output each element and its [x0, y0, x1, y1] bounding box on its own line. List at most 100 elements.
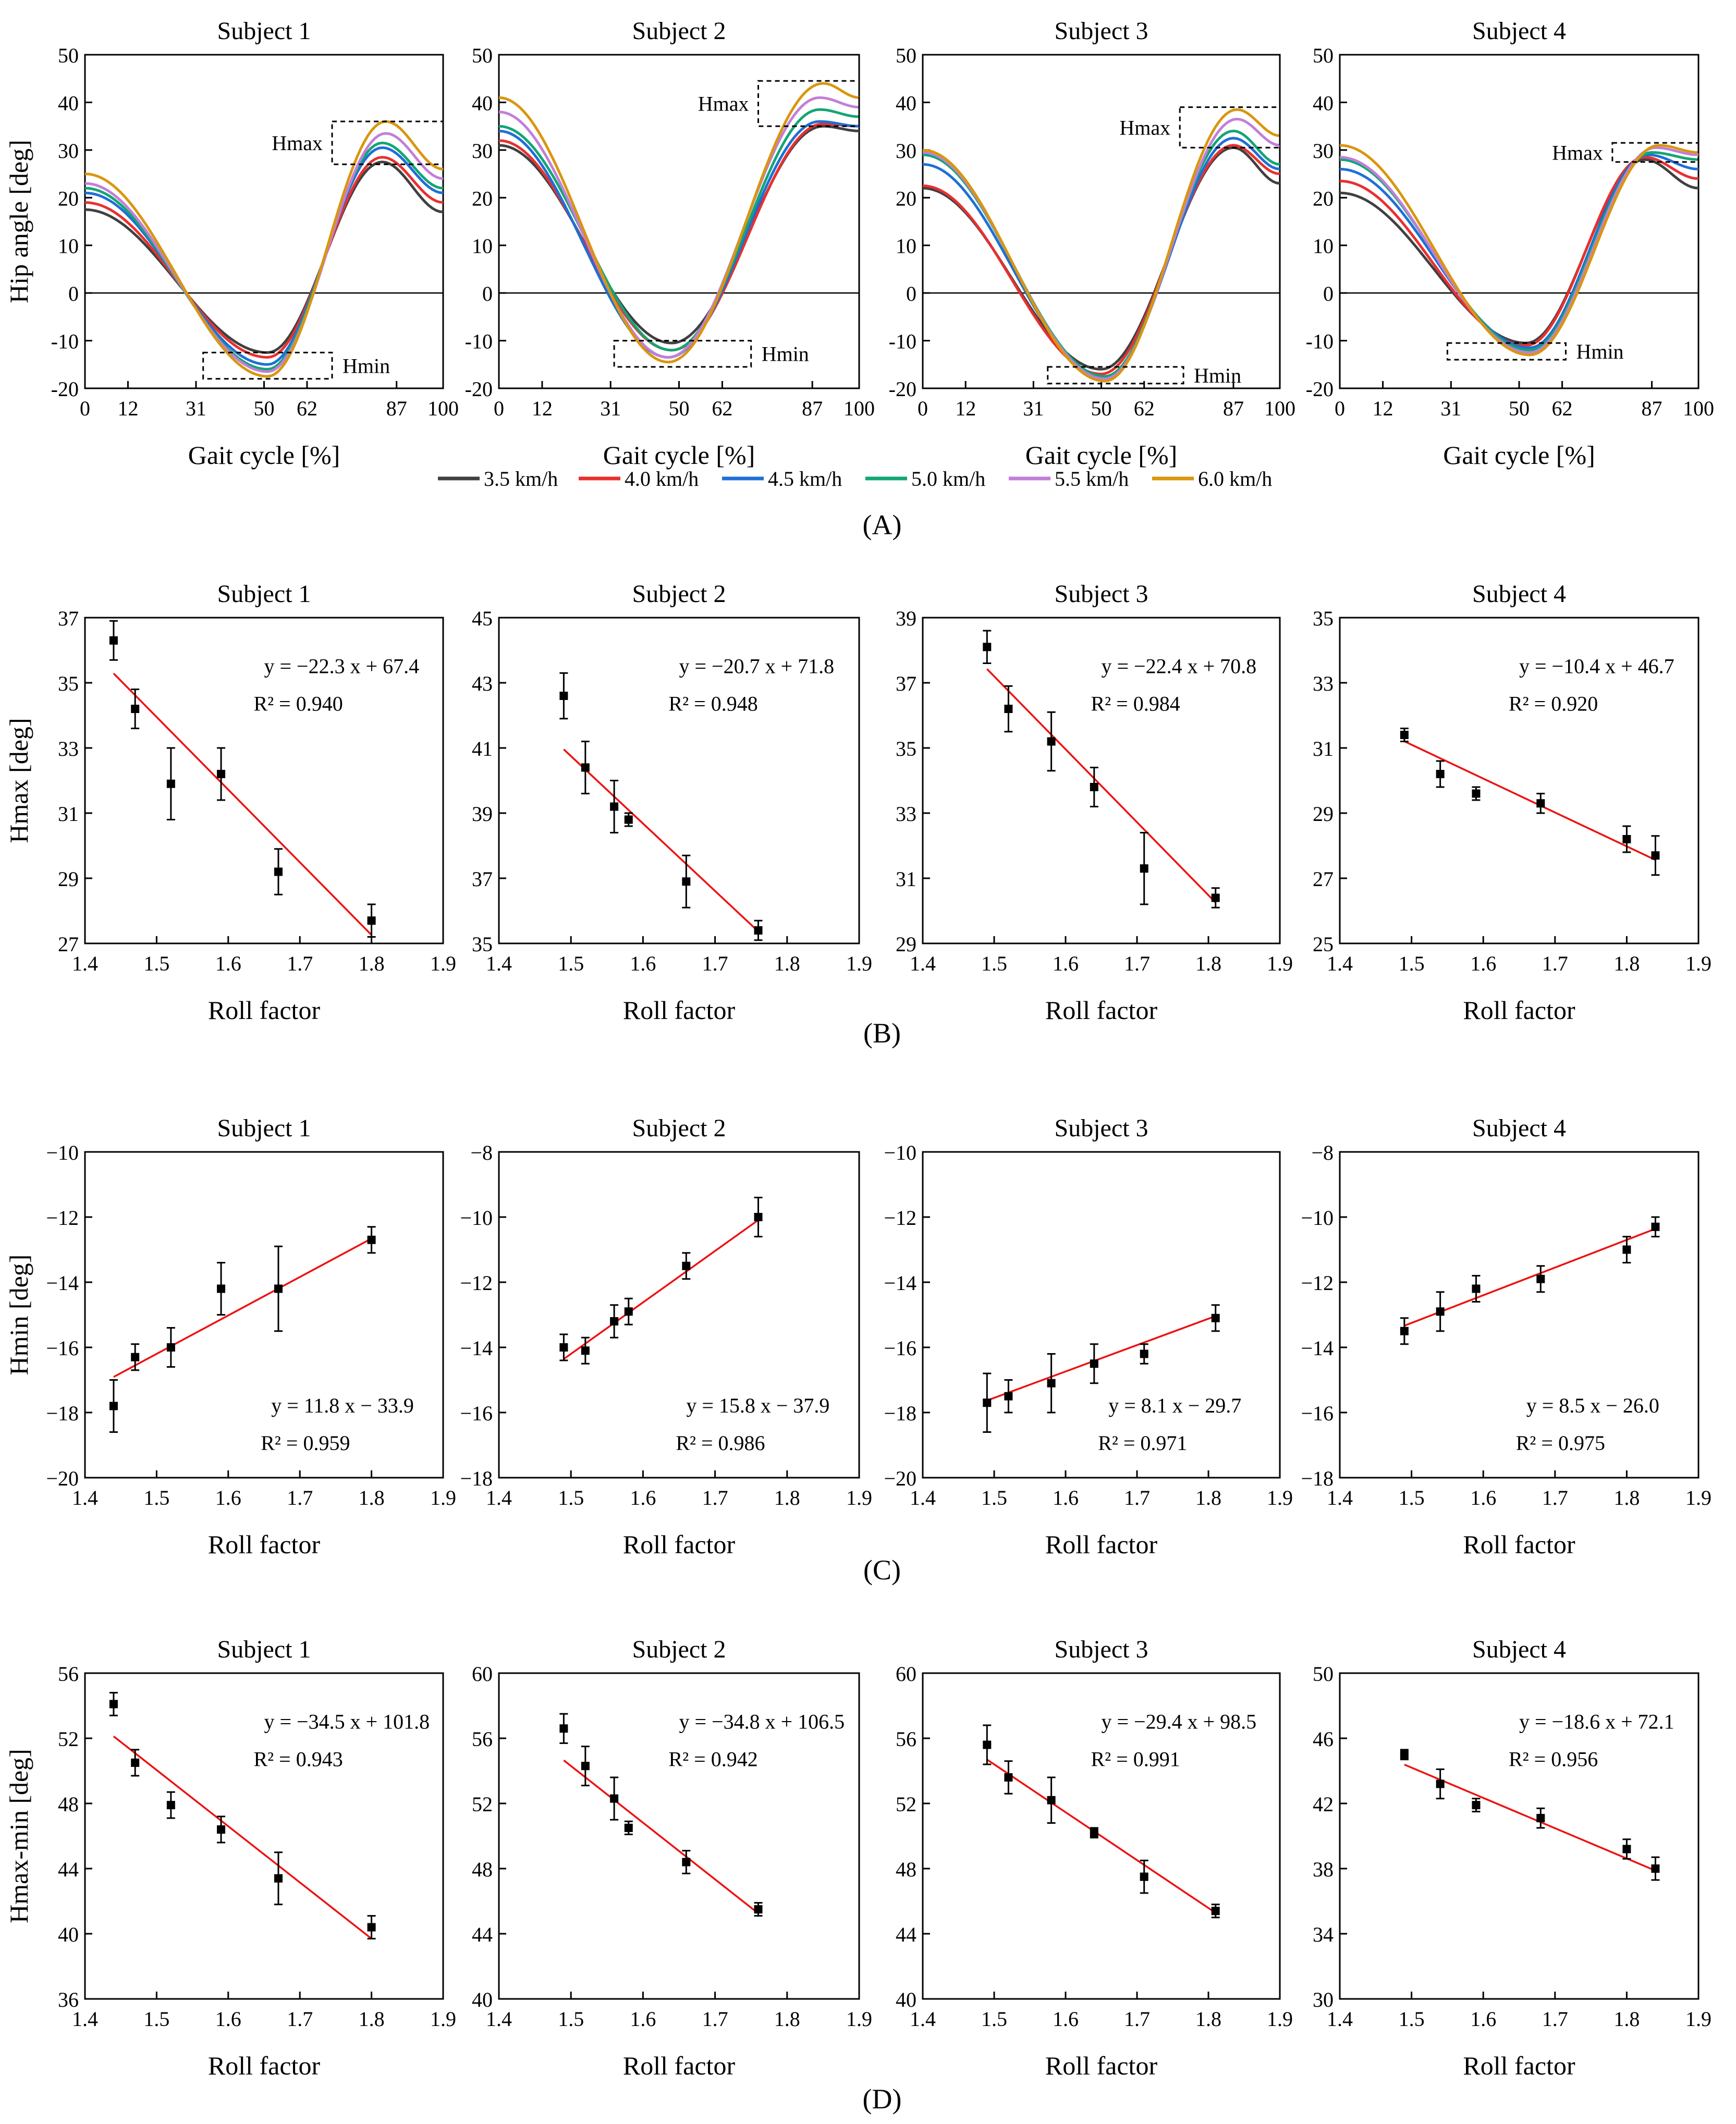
data-point: [1004, 1392, 1013, 1401]
y-tick-label: 39: [896, 607, 916, 630]
y-tick-label: 36: [58, 1988, 79, 2011]
data-point: [1472, 1801, 1481, 1810]
x-tick-label: 1.7: [1124, 1486, 1150, 1509]
series-line-6-0-km-h: [922, 108, 1280, 383]
y-tick-label: 29: [1313, 802, 1334, 826]
y-tick-label: 48: [472, 1858, 493, 1881]
y-tick-label: 10: [58, 235, 79, 258]
x-axis-label: Roll factor: [623, 996, 736, 1025]
x-tick-label: 1.8: [1195, 1486, 1221, 1509]
chart-title: Subject 2: [632, 17, 726, 45]
data-point: [1090, 1828, 1098, 1837]
y-tick-label: −14: [1301, 1336, 1334, 1360]
x-tick-label: 100: [427, 397, 459, 420]
data-point: [1622, 835, 1631, 843]
chart-title: Subject 4: [1472, 1114, 1566, 1142]
x-tick-label: 1.6: [215, 952, 241, 975]
x-tick-label: 1.7: [1124, 2007, 1150, 2031]
x-tick-label: 1.8: [1613, 1486, 1640, 1509]
x-tick-label: 1.9: [430, 1486, 456, 1509]
fit-r-squared: R² = 0.940: [254, 692, 343, 715]
x-axis-label: Roll factor: [1463, 996, 1575, 1025]
data-point: [682, 877, 691, 886]
y-tick-label: 56: [896, 1727, 916, 1751]
y-axis-label: Hip angle [deg]: [4, 140, 33, 303]
x-tick-label: 12: [955, 397, 976, 420]
x-axis-label: Roll factor: [208, 996, 321, 1025]
x-tick-label: 1.6: [1053, 952, 1079, 975]
series-line-5-5-km-h: [922, 117, 1280, 380]
data-point: [1140, 1349, 1148, 1358]
y-tick-label: 27: [58, 932, 79, 956]
x-axis-label: Roll factor: [208, 2051, 321, 2080]
x-tick-label: 1.7: [1542, 2007, 1568, 2031]
y-tick-label: −12: [460, 1271, 493, 1295]
y-tick-label: −8: [1311, 1141, 1334, 1164]
annotation-box: [331, 120, 444, 165]
x-tick-label: 1.7: [1542, 1486, 1568, 1509]
y-tick-label: −18: [1301, 1467, 1334, 1490]
x-tick-label: 50: [1091, 397, 1112, 420]
data-point: [217, 1284, 226, 1293]
fit-line: [563, 1759, 759, 1914]
x-tick-label: 31: [1023, 397, 1044, 420]
data-point: [131, 1758, 140, 1767]
x-tick-label: 100: [1683, 397, 1714, 420]
x-tick-label: 1.5: [143, 952, 169, 975]
y-tick-label: 0: [482, 282, 493, 305]
chart-title: Subject 2: [632, 1636, 726, 1663]
data-point: [983, 643, 992, 652]
y-tick-label: 48: [896, 1858, 916, 1881]
y-tick-label: 37: [58, 607, 79, 630]
y-tick-label: 50: [896, 44, 916, 67]
x-tick-label: 1.4: [486, 952, 512, 975]
x-tick-label: 1.9: [1267, 2007, 1293, 2031]
chart-B-subject-1: Subject 1 Roll factor Hmax [deg] 27 29 31 33 35…: [4, 580, 456, 1025]
data-point: [1211, 1313, 1220, 1322]
y-axis-label: Hmax [deg]: [4, 718, 33, 843]
plot-frame: [922, 1151, 1281, 1479]
x-tick-label: 31: [186, 397, 206, 420]
annotation-box: [1611, 142, 1700, 163]
y-tick-label: 0: [68, 282, 79, 305]
y-tick-label: -10: [889, 330, 916, 353]
data-point: [1211, 893, 1220, 902]
y-tick-label: −16: [460, 1402, 493, 1425]
data-point: [274, 867, 283, 876]
fit-r-squared: R² = 0.975: [1516, 1431, 1605, 1455]
chart-B-subject-2: Subject 2 Roll factor 35 37 39 41 43 45 1.4 1.5 1.…: [472, 580, 872, 1025]
data-point: [754, 1213, 763, 1221]
x-tick-label: 1.5: [558, 952, 584, 975]
x-tick-label: 0: [80, 397, 90, 420]
x-axis-label: Roll factor: [1463, 2051, 1575, 2080]
panel-label: (C): [863, 1554, 901, 1586]
data-point: [1472, 789, 1481, 798]
chart-title: Subject 3: [1055, 1114, 1148, 1142]
y-tick-label: 30: [58, 139, 79, 163]
x-tick-label: 1.7: [702, 952, 728, 975]
y-tick-label: 40: [896, 1988, 916, 2011]
x-tick-label: 1.6: [1053, 2007, 1079, 2031]
chart-title: Subject 1: [217, 580, 311, 608]
series-line-5-0-km-h: [498, 108, 860, 352]
x-tick-label: 1.6: [630, 952, 656, 975]
y-tick-label: 44: [58, 1858, 79, 1881]
series-line-3-5-km-h: [84, 161, 444, 354]
data-point: [624, 1307, 633, 1316]
x-axis-label: Roll factor: [623, 2051, 736, 2080]
x-tick-label: 12: [117, 397, 138, 420]
y-tick-label: −8: [470, 1141, 493, 1164]
y-tick-label: −10: [884, 1141, 916, 1164]
y-tick-label: −20: [46, 1467, 79, 1490]
chart-title: Subject 1: [217, 17, 311, 45]
chart-title: Subject 2: [632, 1114, 726, 1142]
chart-A-subject-4: Subject 4 Gait cycle [%] -20 -10 0 10 20 30 40 50…: [1306, 17, 1714, 470]
fit-r-squared: R² = 0.991: [1091, 1747, 1180, 1771]
y-tick-label: 25: [1313, 932, 1334, 956]
series-line-6-0-km-h: [1339, 144, 1699, 357]
x-tick-label: 1.4: [72, 2007, 98, 2031]
y-tick-label: 20: [472, 187, 493, 210]
chart-A-subject-1: Subject 1 Gait cycle [%] Hip angle [deg] -2…: [4, 17, 459, 470]
x-tick-label: 1.8: [359, 2007, 385, 2031]
x-tick-label: 1.7: [702, 1486, 728, 1509]
